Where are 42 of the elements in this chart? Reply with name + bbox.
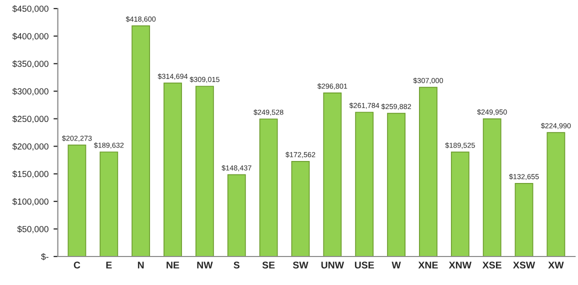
x-tick-label: S (234, 262, 240, 268)
y-tick-label: $100,000 (12, 198, 48, 206)
bar (450, 152, 470, 256)
x-tick-label: XNE (418, 262, 438, 268)
y-tick-label: $- (41, 253, 48, 260)
bar (419, 86, 438, 256)
bar (546, 132, 566, 256)
x-tick-label: XNW (448, 262, 472, 268)
bar (387, 112, 406, 256)
bar (100, 152, 118, 256)
bar (291, 161, 310, 256)
y-tick-label: $150,000 (12, 170, 48, 178)
x-tick-label: SE (262, 262, 275, 268)
bar (514, 182, 534, 256)
x-tick-label: NW (197, 262, 213, 268)
bar (68, 144, 86, 256)
x-tick-label: N (138, 262, 144, 268)
bar (195, 86, 214, 256)
y-tick-label: $200,000 (12, 142, 48, 151)
x-tick-label: XSE (482, 262, 502, 268)
bar (259, 118, 278, 256)
x-tick-label: W (392, 262, 401, 268)
x-tick-label: C (74, 262, 80, 268)
y-tick-label: $50,000 (17, 226, 48, 234)
y-tick-label: $450,000 (12, 5, 48, 13)
x-tick-label: SW (292, 262, 308, 268)
bar (164, 82, 182, 256)
x-tick-label: UNW (321, 262, 344, 268)
x-tick-label: NE (166, 262, 180, 268)
y-tick-label: $350,000 (12, 60, 48, 68)
x-tick-label: E (106, 262, 112, 268)
x-tick-label: XW (548, 262, 564, 268)
y-tick-label: $400,000 (12, 32, 48, 40)
bar (323, 92, 342, 256)
x-tick-label: USE (354, 262, 374, 268)
x-tick-label: XSW (513, 262, 536, 268)
bar (482, 118, 502, 256)
y-tick-label: $250,000 (12, 115, 48, 124)
bar (355, 112, 374, 256)
y-tick-label: $300,000 (12, 88, 48, 96)
bar (132, 25, 150, 256)
bar (227, 174, 246, 256)
